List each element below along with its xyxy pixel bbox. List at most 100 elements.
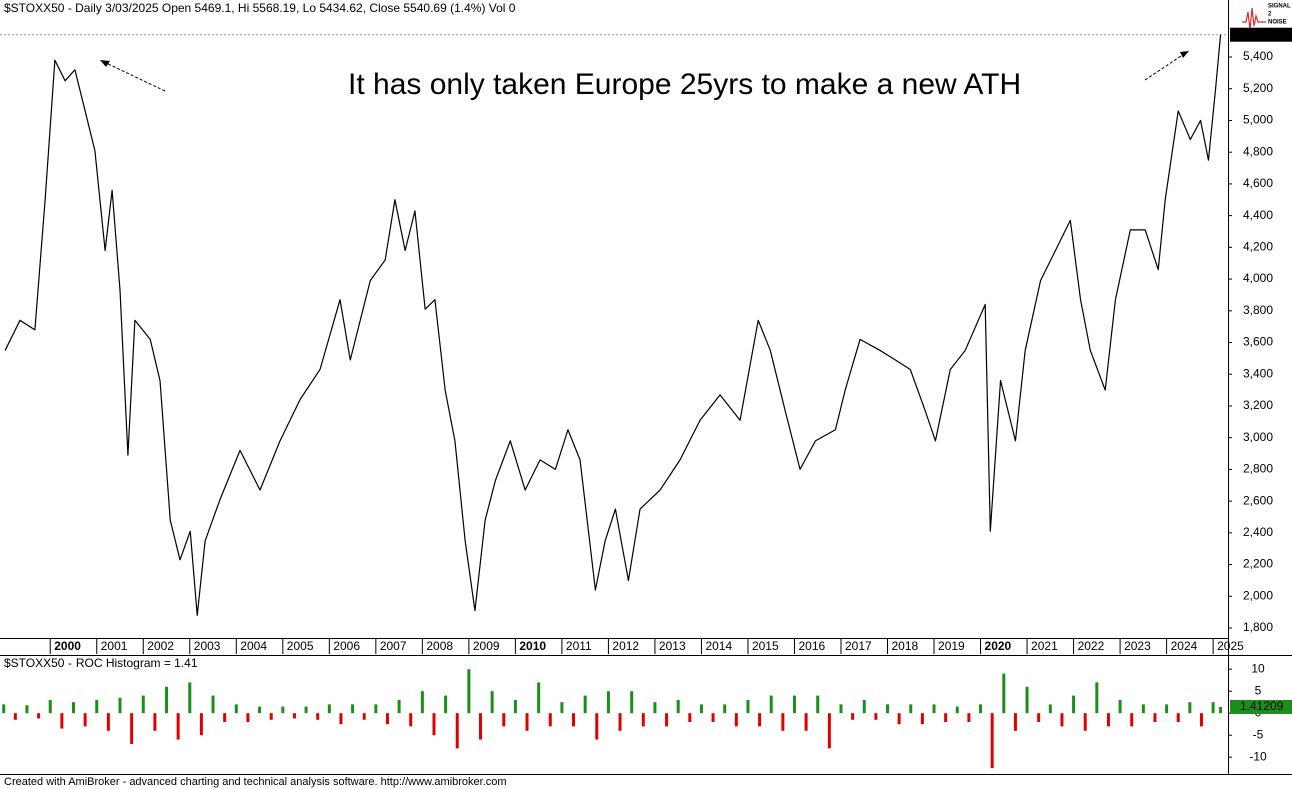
histogram-bar bbox=[1072, 695, 1076, 714]
histogram-bar bbox=[420, 691, 424, 714]
histogram-bar bbox=[711, 713, 715, 722]
histogram-bar bbox=[851, 713, 855, 720]
histogram-bar bbox=[572, 713, 576, 727]
histogram-bar bbox=[479, 713, 483, 740]
last-value-label: 1.41209 bbox=[1240, 699, 1284, 713]
histogram-bar bbox=[1118, 699, 1122, 714]
histogram-bar bbox=[118, 697, 122, 714]
histogram-bar bbox=[583, 695, 587, 714]
histogram-bar bbox=[246, 713, 250, 722]
x-tick-label: 2023 bbox=[1124, 639, 1151, 653]
histogram-bar bbox=[269, 713, 273, 720]
x-tick-label: 2005 bbox=[287, 639, 314, 653]
histogram-bar bbox=[130, 713, 134, 744]
histogram-bar bbox=[1153, 713, 1157, 722]
y-tick-label: 3,000 bbox=[1243, 430, 1273, 444]
histogram-bar bbox=[1048, 704, 1052, 714]
price-line bbox=[4, 34, 1222, 616]
y-tick-label: 3,200 bbox=[1243, 398, 1273, 412]
x-tick-label: 2006 bbox=[333, 639, 360, 653]
logo: SIGNAL 2 NOISE bbox=[1242, 4, 1291, 31]
histogram-bar bbox=[1165, 704, 1169, 714]
y-tick-label: 2,200 bbox=[1243, 557, 1273, 571]
x-tick-label: 2011 bbox=[566, 639, 592, 653]
histogram-bar bbox=[211, 695, 215, 714]
x-tick-label: 2020 bbox=[985, 639, 1012, 653]
histogram-bar bbox=[1013, 713, 1017, 731]
arrow-head bbox=[100, 60, 110, 67]
histogram-bar bbox=[1176, 713, 1180, 722]
y-tick-label: 4,000 bbox=[1243, 271, 1273, 285]
histogram-bar bbox=[676, 699, 680, 714]
histogram-bar bbox=[37, 713, 41, 719]
histogram-bar bbox=[688, 713, 692, 722]
y-tick-label: 2,000 bbox=[1243, 588, 1273, 602]
histogram-bar bbox=[455, 713, 459, 749]
histogram-bar bbox=[60, 713, 64, 729]
histogram-bar bbox=[874, 713, 878, 720]
histogram-bar bbox=[1219, 706, 1223, 714]
y-tick-label: 5,400 bbox=[1243, 49, 1273, 63]
arrow-line bbox=[103, 61, 166, 92]
histogram-bar bbox=[502, 713, 506, 727]
histogram-bar bbox=[909, 704, 913, 714]
histogram-bar bbox=[165, 686, 169, 714]
histogram-bar bbox=[769, 695, 773, 714]
x-tick-label: 2004 bbox=[240, 639, 267, 653]
last-price-label: 5,540.69 bbox=[1234, 27, 1281, 41]
histogram-bar bbox=[1141, 704, 1145, 714]
histogram-bar bbox=[2, 704, 6, 714]
x-tick-label: 2019 bbox=[938, 639, 965, 653]
histogram-bar bbox=[920, 713, 924, 725]
histogram-bar bbox=[827, 713, 831, 749]
histogram-bar bbox=[106, 713, 110, 731]
histogram-bar bbox=[48, 699, 52, 714]
x-tick-label: 2013 bbox=[659, 639, 686, 653]
x-tick-label: 2009 bbox=[473, 639, 500, 653]
histogram-bar bbox=[699, 704, 703, 714]
histogram-bar bbox=[513, 699, 517, 714]
histogram-bar bbox=[979, 704, 983, 714]
histogram-bar bbox=[560, 702, 564, 714]
histogram-bar bbox=[618, 713, 622, 731]
histogram-bar bbox=[1130, 713, 1134, 727]
histogram-bar bbox=[292, 713, 296, 719]
histogram-bar bbox=[525, 713, 529, 731]
histogram-bar bbox=[188, 682, 192, 714]
histogram-bar bbox=[95, 699, 99, 714]
x-tick-label: 2010 bbox=[519, 639, 546, 653]
histogram-bar bbox=[886, 704, 890, 714]
last-price-box bbox=[1230, 27, 1292, 42]
histogram-bar bbox=[548, 713, 552, 727]
histogram-bar bbox=[409, 713, 413, 727]
x-tick-label: 2024 bbox=[1171, 639, 1198, 653]
y-tick-label: 4,400 bbox=[1243, 208, 1273, 222]
histogram-bar bbox=[432, 713, 436, 736]
x-tick-label: 2025 bbox=[1217, 639, 1244, 653]
chart-title: $STOXX50 - Daily 3/03/2025 Open 5469.1, … bbox=[4, 1, 516, 15]
y-tick-label: 4,800 bbox=[1243, 144, 1273, 158]
histogram-bar bbox=[223, 713, 227, 722]
x-tick-label: 2022 bbox=[1078, 639, 1105, 653]
histogram-bar bbox=[444, 695, 448, 714]
histogram-bar bbox=[467, 669, 471, 714]
histogram-bar bbox=[862, 699, 866, 714]
histogram-bar bbox=[397, 699, 401, 714]
histogram-bar bbox=[1060, 713, 1064, 727]
histogram-bar bbox=[641, 713, 645, 727]
histogram-bar bbox=[944, 713, 948, 722]
y-tick-label: -10 bbox=[1249, 749, 1267, 763]
y-tick-label: 1,800 bbox=[1243, 620, 1273, 634]
histogram-bar bbox=[13, 713, 17, 720]
histogram-bar bbox=[1002, 673, 1006, 714]
histogram-bar bbox=[83, 713, 87, 727]
histogram-bar bbox=[746, 699, 750, 714]
histogram-bar bbox=[327, 704, 331, 714]
histogram-bar bbox=[362, 713, 366, 720]
histogram-bar bbox=[258, 706, 262, 714]
arrows bbox=[103, 53, 1185, 92]
x-tick-label: 2015 bbox=[752, 639, 779, 653]
histogram-bar bbox=[1095, 682, 1099, 714]
